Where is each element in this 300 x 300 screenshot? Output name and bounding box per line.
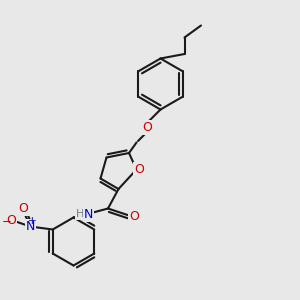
Text: −: − (2, 214, 12, 228)
Text: O: O (129, 209, 139, 223)
Text: N: N (84, 208, 93, 221)
Text: N: N (26, 220, 35, 233)
Text: H: H (76, 209, 84, 219)
Text: O: O (19, 202, 28, 215)
Text: O: O (6, 214, 16, 227)
Text: O: O (142, 121, 152, 134)
Text: O: O (134, 163, 144, 176)
Text: +: + (28, 215, 37, 226)
